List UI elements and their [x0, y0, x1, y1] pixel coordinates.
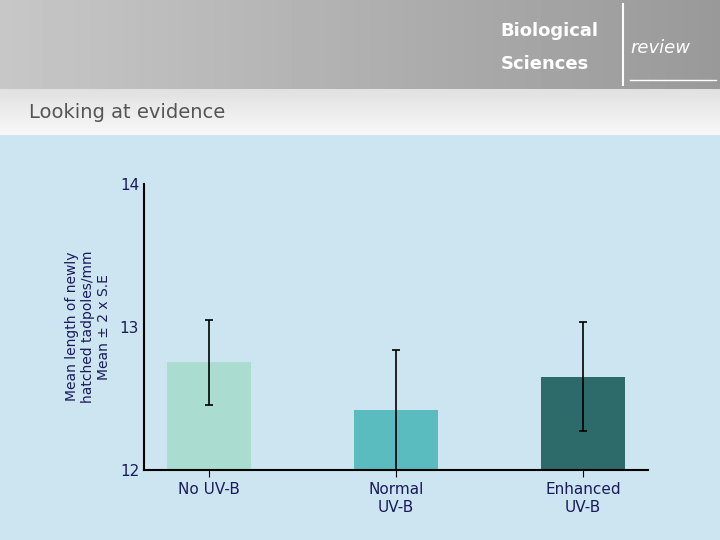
Text: review: review: [630, 39, 690, 57]
Bar: [167, 362, 251, 470]
Text: Looking at evidence: Looking at evidence: [29, 104, 225, 123]
Text: Sciences: Sciences: [500, 55, 589, 73]
Bar: [541, 377, 625, 470]
Text: Biological: Biological: [500, 22, 598, 40]
Y-axis label: Mean length of newly
hatched tadpoles/mm
Mean ± 2 x S.E: Mean length of newly hatched tadpoles/mm…: [65, 251, 112, 403]
Bar: [354, 410, 438, 470]
